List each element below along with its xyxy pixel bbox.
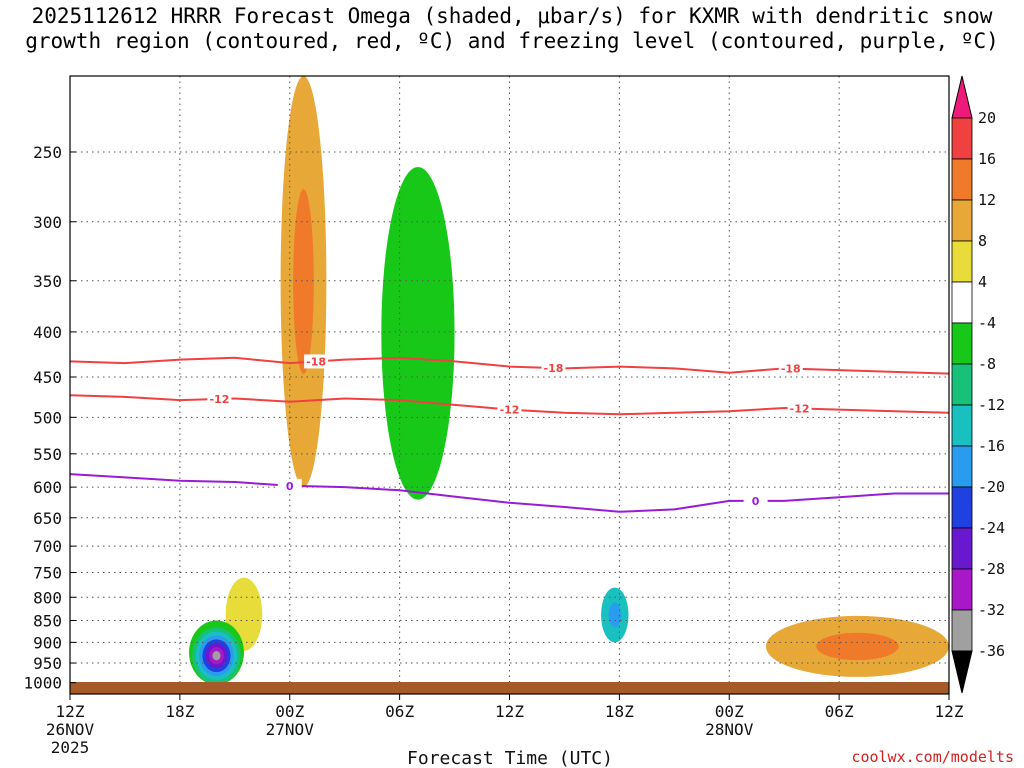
colorbar-tick-8: -16 [978, 437, 1005, 455]
colorbar-bin-4 [951, 281, 973, 324]
colorbar-bin-3 [951, 240, 973, 283]
y-tick-label-900: 900 [33, 633, 62, 652]
y-axis: 250 300 350 400 450 500 550 600 650 700 750 800 850 9… [23, 143, 76, 693]
y-tick-label-350: 350 [33, 272, 62, 291]
x-tick-label-48: 12Z [935, 702, 964, 721]
colorbar-tick-0: 20 [978, 109, 996, 127]
title-line-2: growth region (contoured, red, ºC) and f… [25, 29, 999, 53]
colorbar-tick-1: 16 [978, 150, 996, 168]
contour-label-0-1: -18 [544, 362, 564, 375]
x-tick-label-30: 18Z [605, 702, 634, 721]
colorbar-tick-12: -32 [978, 601, 1005, 619]
y-tick-label-650: 650 [33, 509, 62, 528]
colorbar-tick-4: 4 [978, 273, 987, 291]
colorbar-top-arrow [951, 75, 973, 119]
y-tick-label-300: 300 [33, 213, 62, 232]
x-tick-date-36: 28NOV [705, 720, 754, 739]
x-tick-label-24: 12Z [495, 702, 524, 721]
colorbar-tick-7: -12 [978, 396, 1005, 414]
y-tick-label-450: 450 [33, 368, 62, 387]
contour-0 [70, 356, 949, 375]
chart-title: 2025112612 HRRR Forecast Omega (shaded, … [0, 4, 1024, 54]
x-tick-label-42: 06Z [825, 702, 854, 721]
y-tick-label-400: 400 [33, 323, 62, 342]
colorbar-bin-6 [951, 363, 973, 406]
y-tick-label-250: 250 [33, 143, 62, 162]
colorbar-bin-12 [951, 609, 973, 652]
colorbar-bin-5 [951, 322, 973, 365]
x-tick-label-0: 12Z [56, 702, 85, 721]
contour-2 [70, 473, 949, 513]
ground-surface [70, 682, 949, 694]
colorbar-bin-10 [951, 527, 973, 570]
omega-core-5 [816, 632, 899, 661]
contour-label-2-1: 0 [752, 495, 760, 508]
grid-lines [69, 76, 950, 694]
y-tick-label-850: 850 [33, 611, 62, 630]
y-tick-label-800: 800 [33, 588, 62, 607]
y-tick-label-550: 550 [33, 445, 62, 464]
x-tick-date-12: 27NOV [266, 720, 315, 739]
y-tick-label-1000: 1000 [23, 674, 62, 693]
y-tick-label-500: 500 [33, 408, 62, 427]
colorbar-tick-11: -28 [978, 560, 1005, 578]
x-tick-label-12: 00Z [275, 702, 304, 721]
colorbar-bin-7 [951, 404, 973, 447]
x-tick-label-18: 06Z [385, 702, 414, 721]
colorbar-tick-2: 12 [978, 191, 996, 209]
colorbar-tick-3: 8 [978, 232, 987, 250]
colorbar-tick-10: -24 [978, 519, 1005, 537]
contour-label-0-0: -18 [306, 355, 326, 368]
omega-region-3 [381, 166, 455, 500]
colorbar-tick-9: -20 [978, 478, 1005, 496]
colorbar-tick-13: -36 [978, 642, 1005, 660]
contour-label-1-1: -12 [500, 404, 520, 417]
contour-label-bg-1-0 [207, 391, 232, 406]
colorbar-bin-9 [951, 486, 973, 529]
x-tick-label-6: 18Z [165, 702, 194, 721]
contour-label-0-2: -18 [781, 363, 801, 376]
colorbar-bin-2 [951, 199, 973, 242]
colorbar-bin-1 [951, 158, 973, 201]
contour-label-1-2: -12 [790, 402, 810, 415]
contour-labels: -18 -18 -18 -12 -12 -12 0 0 [207, 354, 812, 508]
contour-label-bg-1-2 [787, 401, 812, 416]
contour-label-bg-0-0 [304, 354, 329, 369]
omega-core-1-6 [212, 651, 221, 661]
y-tick-label-700: 700 [33, 537, 62, 556]
x-tick-date-0: 26NOV [46, 720, 95, 739]
x-tick-year-0: 2025 [51, 738, 90, 757]
colorbar-tick-5: -4 [978, 314, 996, 332]
omega-shading [189, 76, 949, 685]
x-tick-label-36: 00Z [715, 702, 744, 721]
contour-label-bg-0-2 [778, 361, 803, 376]
title-line-1: 2025112612 HRRR Forecast Omega (shaded, … [31, 4, 993, 28]
contour-label-1-0: -12 [209, 393, 229, 406]
contour-label-bg-2-1 [743, 493, 768, 508]
contour-label-bg-0-1 [541, 361, 566, 376]
contour-label-bg-2-0 [277, 478, 302, 493]
colorbar-bottom-arrow [951, 650, 973, 694]
omega-core-2 [293, 189, 314, 375]
y-tick-label-950: 950 [33, 654, 62, 673]
y-tick-label-750: 750 [33, 564, 62, 583]
x-axis-title: Forecast Time (UTC) [407, 748, 613, 768]
colorbar-bin-0 [951, 117, 973, 160]
colorbar: 20 16 12 8 4 -4 -8 -12 -16 -20 -24 -28 -32 -36 [951, 75, 1005, 694]
colorbar-bin-11 [951, 568, 973, 611]
credit-link[interactable]: coolwx.com/modelts [851, 748, 1014, 766]
y-tick-label-600: 600 [33, 478, 62, 497]
contour-label-2-0: 0 [286, 480, 294, 493]
omega-core-4 [608, 602, 621, 628]
contour-label-bg-1-1 [497, 402, 522, 417]
colorbar-bin-8 [951, 445, 973, 488]
colorbar-tick-6: -8 [978, 355, 996, 373]
